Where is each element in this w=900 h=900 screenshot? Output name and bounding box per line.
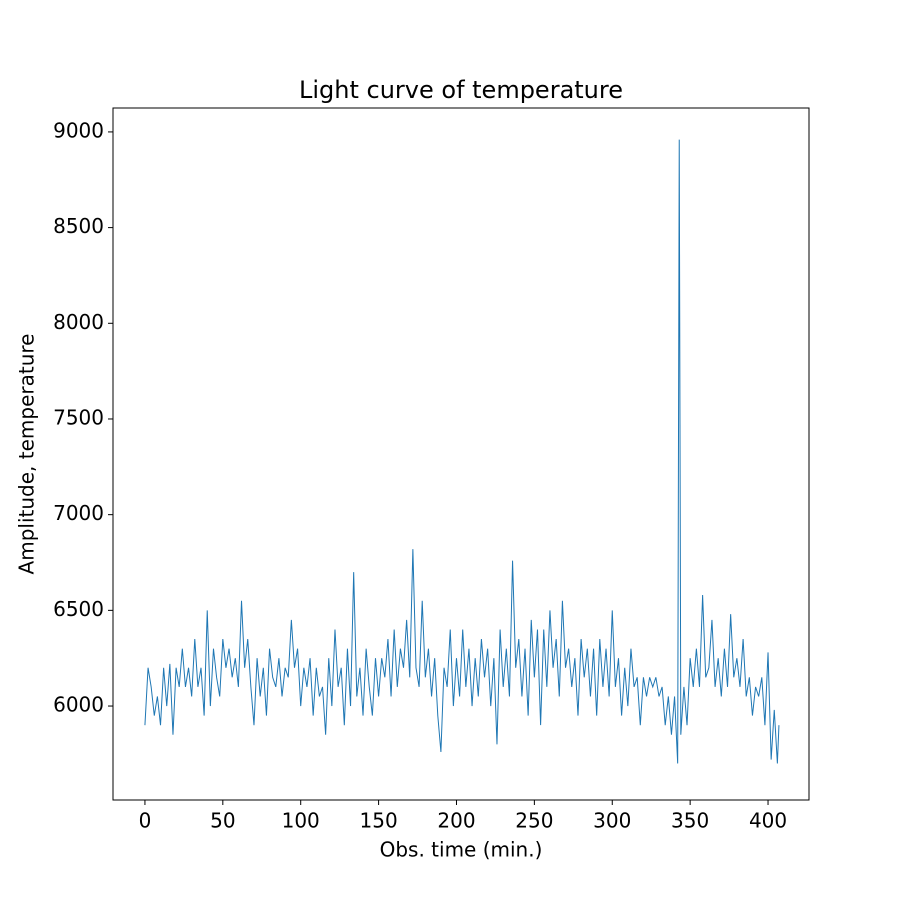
- x-tick-label: 150: [360, 809, 398, 833]
- plot-frame: [112, 107, 810, 801]
- y-tick-label: 7500: [53, 405, 104, 429]
- x-tick-label: 200: [437, 809, 475, 833]
- y-axis-label: Amplitude, temperature: [15, 334, 39, 575]
- y-tick-label: 7000: [53, 501, 104, 525]
- x-axis-label: Obs. time (min.): [380, 838, 543, 862]
- y-tick-label: 6000: [53, 693, 104, 717]
- y-tick-label: 6500: [53, 597, 104, 621]
- y-tick-label: 9000: [53, 118, 104, 142]
- data-line: [144, 139, 780, 764]
- x-tick-label: 400: [749, 809, 787, 833]
- y-tick-label: 8500: [53, 214, 104, 238]
- x-tick-label: 0: [139, 809, 152, 833]
- x-tick-label: 300: [593, 809, 631, 833]
- x-tick-label: 350: [671, 809, 709, 833]
- chart-title: Light curve of temperature: [299, 76, 623, 104]
- x-tick-label: 100: [282, 809, 320, 833]
- x-tick-label: 250: [515, 809, 553, 833]
- x-tick-label: 50: [210, 809, 235, 833]
- y-tick-label: 8000: [53, 310, 104, 334]
